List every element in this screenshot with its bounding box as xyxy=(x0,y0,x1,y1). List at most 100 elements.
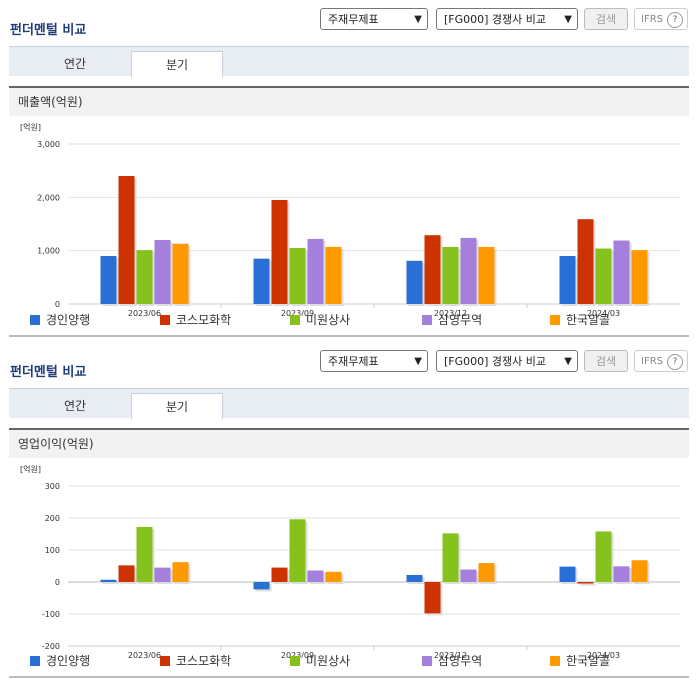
bar-한국알콜-2023/06[interactable] xyxy=(172,243,189,304)
bar-한국알콜-2023/12[interactable] xyxy=(478,246,495,304)
bar-삼영무역-2023/09[interactable] xyxy=(307,570,324,582)
legend-item[interactable]: 경인양행 xyxy=(30,313,90,327)
ifrs-button[interactable]: IFRS ? xyxy=(634,350,688,372)
bar-미원상사-2023/06[interactable] xyxy=(136,526,153,582)
statement-select[interactable]: 주재무제표 ▼ xyxy=(320,8,428,30)
tab-quarterly[interactable]: 분기 xyxy=(131,51,223,77)
legend-swatch xyxy=(422,656,432,666)
section-title: 펀더멘털 비교 xyxy=(10,23,87,38)
bar-코스모화학-2023/06[interactable] xyxy=(118,176,135,304)
bar-한국알콜-2023/12[interactable] xyxy=(478,563,495,582)
bar-삼영무역-2023/12[interactable] xyxy=(460,237,477,304)
legend-item[interactable]: 삼영무역 xyxy=(422,654,482,668)
bar-미원상사-2023/12[interactable] xyxy=(442,533,459,582)
bar-경인양행-2023/06[interactable] xyxy=(100,579,117,582)
x-tick-label: 2024/03 xyxy=(587,651,620,658)
x-tick-label: 2023/12 xyxy=(434,651,467,658)
bar-삼영무역-2024/03[interactable] xyxy=(613,566,630,582)
legend-item[interactable]: 경인양행 xyxy=(30,654,90,668)
tab-annual[interactable]: 연간 xyxy=(63,399,87,413)
x-tick-label: 2023/06 xyxy=(128,651,161,658)
divider xyxy=(9,335,689,337)
legend-swatch xyxy=(290,315,300,325)
bar-삼영무역-2023/09[interactable] xyxy=(307,238,324,304)
bar-미원상사-2023/12[interactable] xyxy=(442,246,459,304)
legend-swatch xyxy=(290,656,300,666)
y-tick-label: 200 xyxy=(45,514,60,523)
bar-코스모화학-2023/12[interactable] xyxy=(424,582,441,614)
legend-item[interactable]: 삼영무역 xyxy=(422,313,482,327)
bar-미원상사-2023/06[interactable] xyxy=(136,250,153,304)
statement-select-value: 주재무제표 xyxy=(328,13,379,26)
compare-select[interactable]: [FG000] 경쟁사 비교 ▼ xyxy=(436,8,578,30)
bar-한국알콜-2023/06[interactable] xyxy=(172,562,189,582)
search-button[interactable]: 검색 xyxy=(584,8,628,30)
bar-경인양행-2023/09[interactable] xyxy=(253,258,270,304)
bar-미원상사-2024/03[interactable] xyxy=(595,531,612,582)
bar-삼영무역-2023/06[interactable] xyxy=(154,567,171,582)
bar-경인양행-2023/12[interactable] xyxy=(406,260,423,304)
legend-swatch xyxy=(160,656,170,666)
tab-quarterly[interactable]: 분기 xyxy=(131,393,223,419)
legend-label: 한국알콜 xyxy=(566,654,611,668)
legend-label: 경인양행 xyxy=(46,654,91,668)
compare-select-value: [FG000] 경쟁사 비교 xyxy=(444,13,547,26)
legend-label: 삼영무역 xyxy=(438,313,483,327)
y-tick-label: 3,000 xyxy=(37,140,60,149)
y-unit-label: [억원] xyxy=(20,122,41,132)
y-unit-label: [억원] xyxy=(20,464,41,474)
bar-경인양행-2023/09[interactable] xyxy=(253,582,270,590)
ifrs-button[interactable]: IFRS ? xyxy=(634,8,688,30)
bar-한국알콜-2024/03[interactable] xyxy=(631,250,648,304)
bar-미원상사-2024/03[interactable] xyxy=(595,248,612,304)
bar-shadow xyxy=(579,584,596,586)
legend-item[interactable]: 미원상사 xyxy=(290,313,350,327)
legend-label: 코스모화학 xyxy=(176,313,232,327)
bar-경인양행-2023/06[interactable] xyxy=(100,256,117,304)
y-tick-label: 0 xyxy=(55,578,60,587)
chevron-down-icon: ▼ xyxy=(564,14,572,25)
bar-경인양행-2024/03[interactable] xyxy=(559,256,576,304)
bar-한국알콜-2024/03[interactable] xyxy=(631,560,648,582)
bar-코스모화학-2023/09[interactable] xyxy=(271,200,288,304)
y-tick-label: 300 xyxy=(45,482,60,491)
legend-item[interactable]: 한국알콜 xyxy=(550,313,610,327)
statement-select-value: 주재무제표 xyxy=(328,355,379,368)
bar-경인양행-2024/03[interactable] xyxy=(559,566,576,582)
tab-annual[interactable]: 연간 xyxy=(63,57,87,71)
compare-select[interactable]: [FG000] 경쟁사 비교 ▼ xyxy=(436,350,578,372)
bar-코스모화학-2023/09[interactable] xyxy=(271,567,288,582)
legend-item[interactable]: 한국알콜 xyxy=(550,654,610,668)
y-tick-label: -100 xyxy=(42,610,60,619)
section-header: 펀더멘털 비교 주재무제표 ▼ [FG000] 경쟁사 비교 ▼ 검색 IFRS… xyxy=(0,350,696,380)
chart-subtitle: 영업이익(억원) xyxy=(9,428,689,458)
statement-select[interactable]: 주재무제표 ▼ xyxy=(320,350,428,372)
search-button[interactable]: 검색 xyxy=(584,350,628,372)
x-tick-label: 2023/12 xyxy=(434,309,467,316)
chevron-down-icon: ▼ xyxy=(564,356,572,367)
y-tick-label: 100 xyxy=(45,546,60,555)
chevron-down-icon: ▼ xyxy=(414,14,422,25)
legend-item[interactable]: 미원상사 xyxy=(290,654,350,668)
bar-미원상사-2023/09[interactable] xyxy=(289,519,306,582)
legend-swatch xyxy=(30,656,40,666)
legend-swatch xyxy=(550,315,560,325)
bar-미원상사-2023/09[interactable] xyxy=(289,248,306,304)
legend-label: 경인양행 xyxy=(46,313,91,327)
bar-코스모화학-2024/03[interactable] xyxy=(577,582,594,584)
chevron-down-icon: ▼ xyxy=(414,356,422,367)
bar-삼영무역-2024/03[interactable] xyxy=(613,240,630,304)
bar-코스모화학-2023/12[interactable] xyxy=(424,235,441,304)
bar-코스모화학-2023/06[interactable] xyxy=(118,565,135,582)
bar-코스모화학-2024/03[interactable] xyxy=(577,219,594,304)
legend-label: 코스모화학 xyxy=(176,654,232,668)
bar-한국알콜-2023/09[interactable] xyxy=(325,571,342,582)
help-icon: ? xyxy=(667,12,683,28)
legend-item[interactable]: 코스모화학 xyxy=(160,654,231,668)
bar-한국알콜-2023/09[interactable] xyxy=(325,246,342,304)
bar-경인양행-2023/12[interactable] xyxy=(406,574,423,582)
bar-삼영무역-2023/12[interactable] xyxy=(460,569,477,582)
legend-item[interactable]: 코스모화학 xyxy=(160,313,231,327)
bar-삼영무역-2023/06[interactable] xyxy=(154,240,171,304)
y-tick-label: 2,000 xyxy=(37,193,60,202)
